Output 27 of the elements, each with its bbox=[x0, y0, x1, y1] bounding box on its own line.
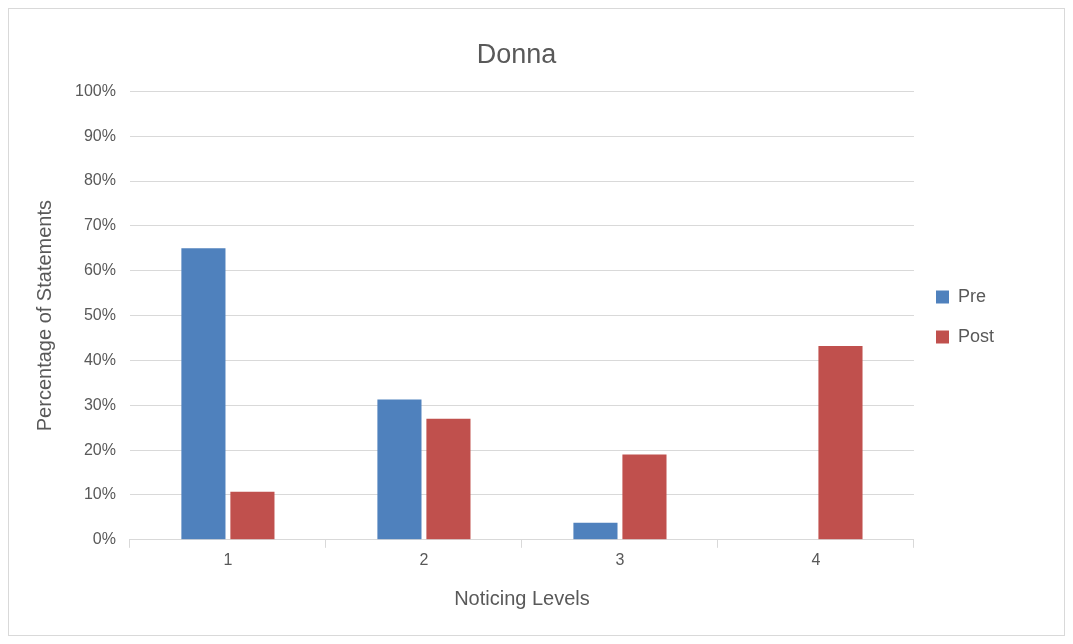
bar bbox=[818, 346, 863, 540]
x-tick-label: 4 bbox=[811, 550, 821, 568]
y-tick-label: 70% bbox=[83, 216, 116, 234]
y-tick-label: 90% bbox=[83, 126, 116, 144]
bar bbox=[230, 491, 275, 540]
y-tick-label: 10% bbox=[83, 485, 116, 503]
x-axis-title: Noticing Levels bbox=[454, 586, 590, 609]
x-tick-label: 2 bbox=[419, 550, 429, 568]
legend-label: Pre bbox=[957, 285, 986, 306]
y-tick-label: 40% bbox=[83, 350, 116, 368]
chart-title: Donna bbox=[476, 38, 558, 69]
y-tick-label: 50% bbox=[83, 306, 116, 324]
bar bbox=[377, 399, 422, 540]
y-tick-label: 30% bbox=[83, 395, 116, 413]
bar bbox=[622, 454, 667, 540]
y-tick-label: 0% bbox=[92, 530, 116, 548]
bar bbox=[181, 248, 226, 540]
bar bbox=[573, 522, 618, 540]
y-axis-title: Percentage of Statements bbox=[32, 199, 55, 432]
y-tick-label: 100% bbox=[75, 81, 116, 99]
bar bbox=[426, 418, 471, 540]
x-tick-label: 3 bbox=[615, 550, 625, 568]
x-tick-label: 1 bbox=[223, 550, 233, 568]
y-tick-label: 80% bbox=[83, 171, 116, 189]
y-tick-label: 60% bbox=[83, 261, 116, 279]
legend-label: Post bbox=[957, 325, 995, 346]
y-tick-label: 20% bbox=[83, 440, 116, 458]
